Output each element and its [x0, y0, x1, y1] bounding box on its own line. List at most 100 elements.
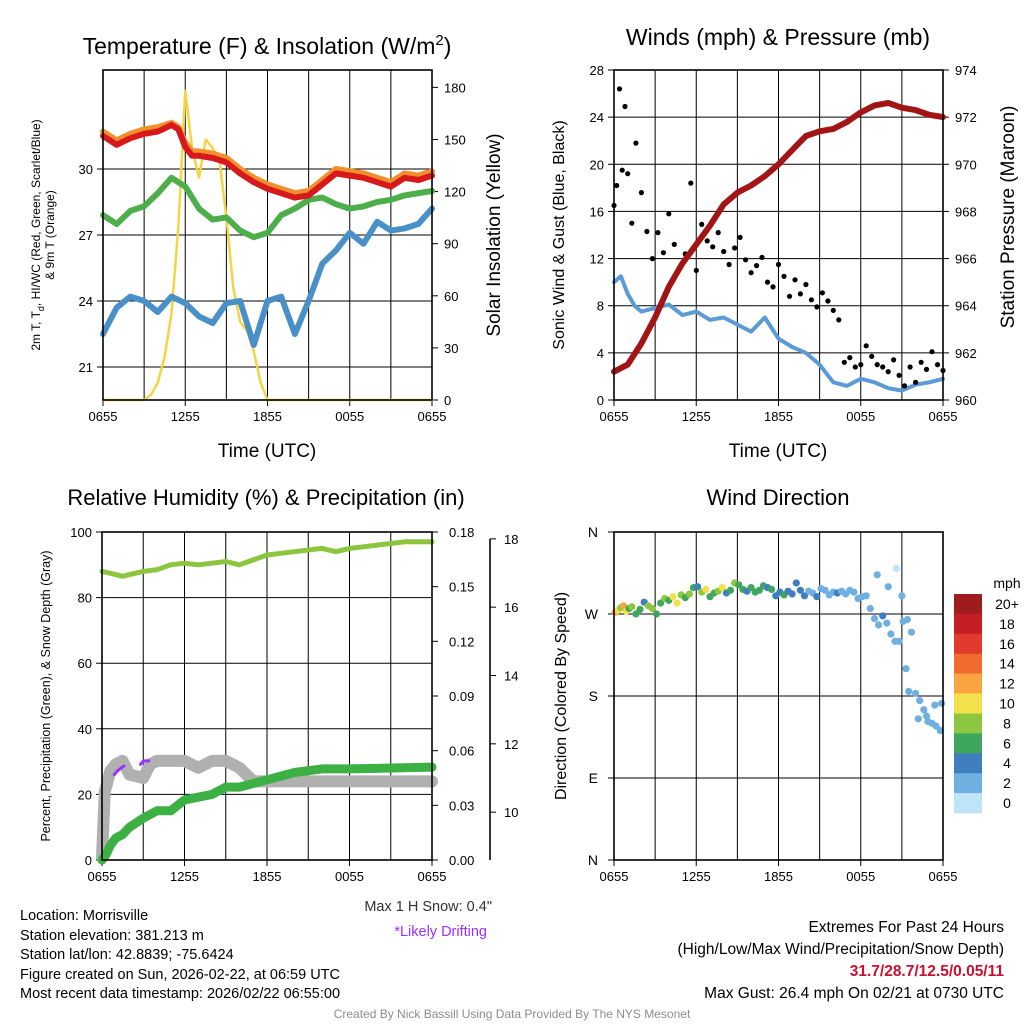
direction-point — [873, 571, 881, 579]
rh-ytick-label: 40 — [78, 722, 92, 737]
temp-ytick-label: 21 — [79, 360, 93, 375]
rh-xtick-label: 0055 — [335, 869, 364, 884]
gust-point — [797, 291, 804, 297]
precip-ytick-label: 0.00 — [449, 853, 474, 868]
gust-point — [633, 140, 639, 146]
direction-point — [916, 697, 924, 705]
gust-point — [841, 359, 847, 365]
snow-ytick-label: 18 — [504, 532, 518, 547]
direction-point — [813, 593, 821, 601]
gust-point — [699, 221, 705, 227]
insolation-ylabel: Solar Insolation (Yellow) — [484, 133, 505, 336]
direction-point — [735, 581, 743, 589]
direction-panel: Wind Direction Direction (Colored By Spe… — [553, 485, 1021, 884]
snow-ytick-label: 10 — [504, 805, 518, 820]
pressure-ytick-label: 974 — [955, 63, 977, 78]
series-line-precipitation — [97, 762, 437, 865]
rh-ytick-label: 20 — [78, 787, 92, 802]
rh-frame — [101, 531, 433, 861]
series-line-solar-insolation — [101, 89, 434, 402]
dir-ytick-label: S — [589, 688, 598, 704]
elevation-text: Station elevation: 381.213 m — [20, 927, 204, 944]
direction-point — [850, 588, 858, 596]
direction-point — [792, 579, 800, 587]
dir-xtick-label: 1255 — [682, 869, 711, 884]
legend-label: 10 — [999, 696, 1015, 712]
direction-point — [931, 701, 939, 709]
gust-point — [934, 362, 941, 368]
direction-point — [938, 699, 946, 707]
legend-swatch — [954, 733, 982, 754]
insolation-ytick-label: 150 — [444, 132, 466, 147]
dir-ytick-label: N — [588, 852, 598, 868]
gust-point — [644, 228, 650, 235]
extremes-heading: Extremes For Past 24 Hours — [808, 919, 1004, 936]
precip-ytick-label: 0.12 — [449, 634, 474, 649]
direction-point — [726, 586, 735, 594]
direction-point — [932, 722, 940, 730]
series-line-sonic-wind — [612, 274, 945, 393]
winds-panel: Winds (mph) & Pressure (mb) Time (UTC) S… — [551, 24, 1019, 462]
pressure-ytick-label: 964 — [955, 299, 977, 314]
direction-point — [895, 637, 903, 645]
direction-point — [702, 585, 710, 594]
snow-ytick-label: 16 — [504, 600, 518, 615]
gust-point — [666, 211, 672, 217]
wind-xtick-label: 1255 — [682, 409, 711, 424]
legend-label: 12 — [999, 676, 1015, 692]
insolation-ytick-label: 180 — [444, 80, 466, 95]
gust-point — [836, 317, 842, 323]
gust-point — [803, 281, 809, 288]
rh-ytick-label: 80 — [78, 591, 92, 606]
legend-label: 6 — [1003, 735, 1011, 751]
gust-point — [715, 230, 721, 236]
direction-point — [657, 599, 665, 607]
direction-point — [685, 590, 694, 598]
legend-label: 8 — [1003, 715, 1011, 731]
direction-point — [902, 665, 910, 673]
gust-point — [770, 284, 776, 290]
temperature-ylabel: 2m T, Td, HI/WC (Red, Green, Scarlet/Blu… — [29, 119, 46, 350]
rh-ytick-label: 0 — [85, 853, 92, 868]
gust-point — [880, 364, 886, 370]
humidity-title: Relative Humidity (%) & Precipitation (i… — [67, 485, 464, 510]
humidity-ylabel: Percent, Precipitation (Green), & Snow D… — [39, 550, 53, 841]
gust-point — [726, 261, 732, 268]
temperature-title: Temperature (F) & Insolation (W/m2) — [83, 32, 452, 59]
direction-point — [905, 687, 913, 696]
gust-point — [754, 263, 760, 269]
direction-point — [883, 619, 891, 627]
direction-ylabel: Direction (Colored By Speed) — [553, 592, 570, 800]
dir-xtick-label: 1855 — [764, 869, 793, 884]
temperature-xlabel: Time (UTC) — [218, 441, 317, 462]
direction-point — [796, 586, 805, 594]
gust-point — [819, 290, 826, 296]
series-line-td — [100, 174, 435, 241]
gust-point — [775, 261, 782, 268]
pressure-ylabel: Station Pressure (Maroon) — [998, 106, 1019, 329]
direction-point — [632, 610, 640, 618]
direction-point — [648, 604, 657, 613]
legend-swatch — [954, 773, 982, 794]
rh-ytick-label: 100 — [70, 525, 92, 540]
legend-swatch — [954, 594, 982, 615]
wind-ytick-label: 0 — [597, 393, 604, 408]
direction-point — [884, 583, 892, 591]
max-gust-text: Max Gust: 26.4 mph On 02/21 at 0730 UTC — [704, 985, 1004, 1002]
temp-xtick-label: 0055 — [335, 409, 364, 424]
temp-ytick-label: 27 — [79, 228, 93, 243]
legend-swatch — [954, 753, 982, 774]
gust-point — [885, 369, 891, 375]
direction-point — [898, 592, 906, 600]
dir-ytick-label: E — [589, 770, 598, 786]
legend-label: 4 — [1003, 755, 1011, 771]
temp-xtick-label: 1855 — [253, 409, 282, 424]
dir-xtick-label: 0055 — [846, 869, 875, 884]
direction-point — [879, 612, 887, 620]
direction-point — [936, 727, 944, 735]
direction-point — [768, 585, 776, 594]
gust-point — [902, 383, 908, 389]
direction-point — [866, 604, 874, 613]
legend-swatch — [954, 633, 982, 655]
